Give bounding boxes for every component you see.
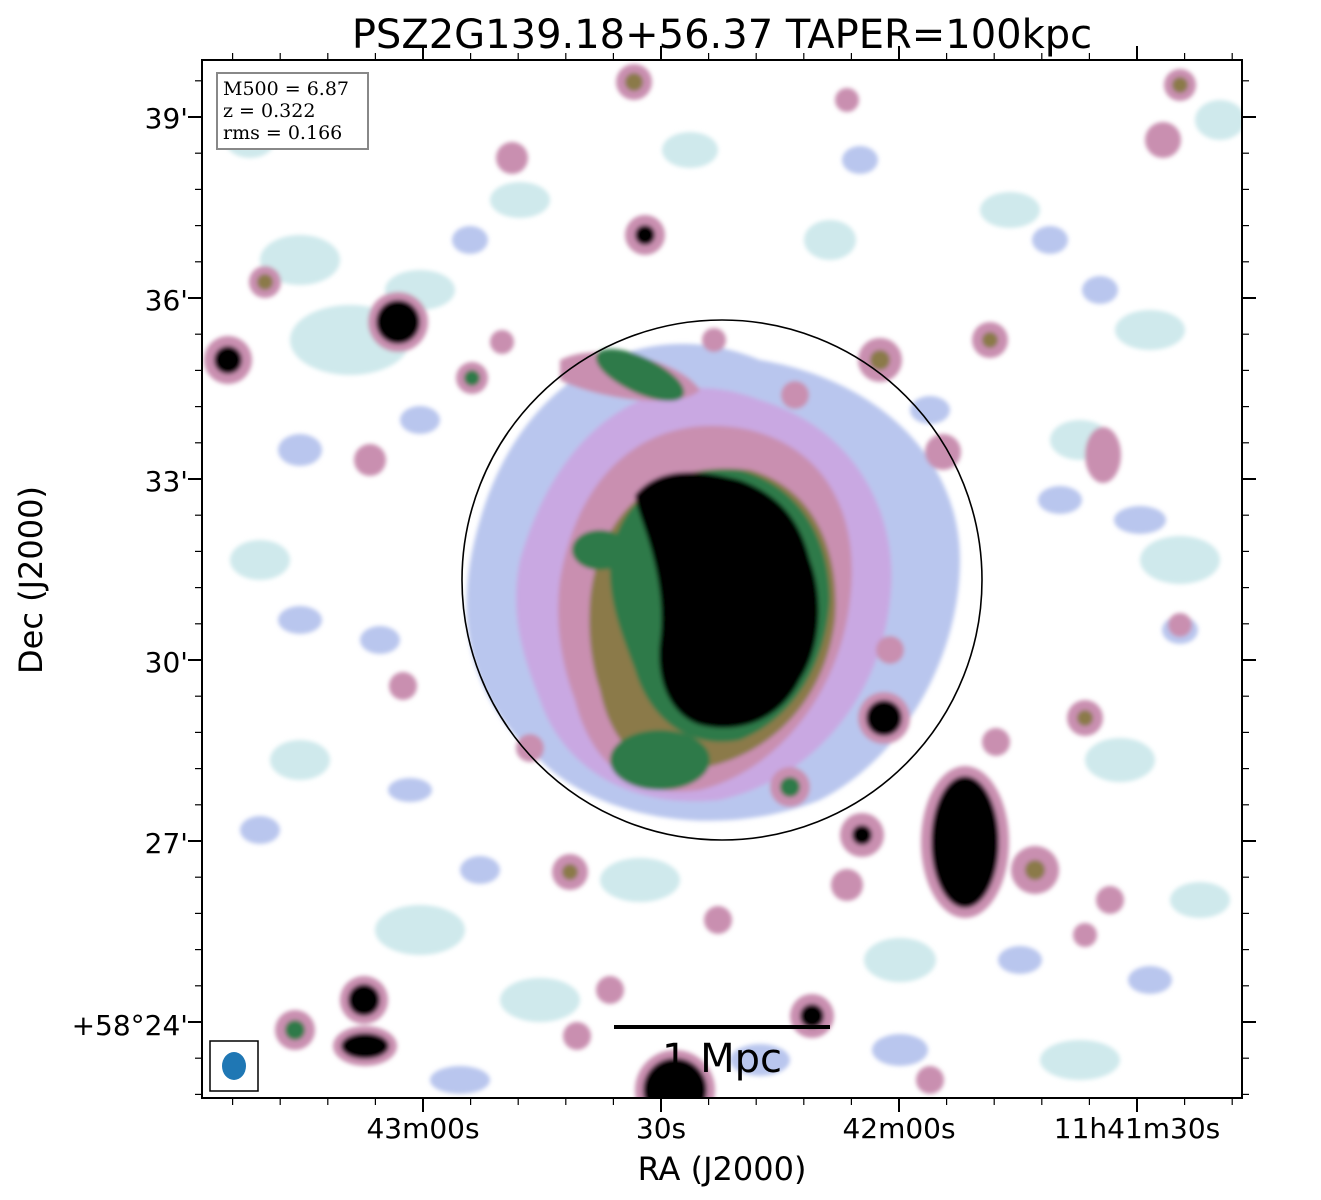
x-tick-label: 42m00s bbox=[842, 1112, 955, 1145]
x-tick-label: 11h41m30s bbox=[1054, 1112, 1221, 1145]
info-m500: M500 = 6.87 bbox=[223, 78, 349, 100]
plot-frame bbox=[201, 59, 1243, 1099]
info-redshift: z = 0.322 bbox=[223, 100, 315, 122]
x-axis-label: RA (J2000) bbox=[638, 1150, 807, 1188]
y-tick-label: +58°24' bbox=[72, 1009, 188, 1042]
figure-title: PSZ2G139.18+56.37 TAPER=100kpc bbox=[352, 12, 1092, 58]
y-tick-label: 36' bbox=[145, 284, 188, 317]
scale-bar: 1 Mpc bbox=[614, 1025, 830, 1082]
y-tick-label: 27' bbox=[145, 827, 188, 860]
compact-sources bbox=[204, 64, 1196, 1098]
x-tick-labels: 43m00s 30s 42m00s 11h41m30s bbox=[366, 1112, 1220, 1145]
x-tick-label: 30s bbox=[636, 1112, 686, 1145]
scale-bar-label: 1 Mpc bbox=[662, 1036, 782, 1082]
y-tick-label: 33' bbox=[145, 465, 188, 498]
y-tick-label: 30' bbox=[145, 646, 188, 679]
y-tick-label: 39' bbox=[145, 102, 188, 135]
radio-emission-map bbox=[204, 64, 1242, 1098]
info-box: M500 = 6.87 z = 0.322 rms = 0.166 bbox=[216, 72, 369, 150]
axis-ticks bbox=[188, 46, 1256, 1112]
r500-circle bbox=[461, 319, 983, 841]
y-axis-label: Dec (J2000) bbox=[12, 486, 50, 674]
y-tick-labels: 39' 36' 33' 30' 27' +58°24' bbox=[72, 102, 188, 1042]
beam-indicator bbox=[209, 1040, 259, 1092]
beam-ellipse bbox=[222, 1052, 246, 1080]
info-rms: rms = 0.166 bbox=[223, 122, 342, 144]
x-tick-label: 43m00s bbox=[366, 1112, 479, 1145]
